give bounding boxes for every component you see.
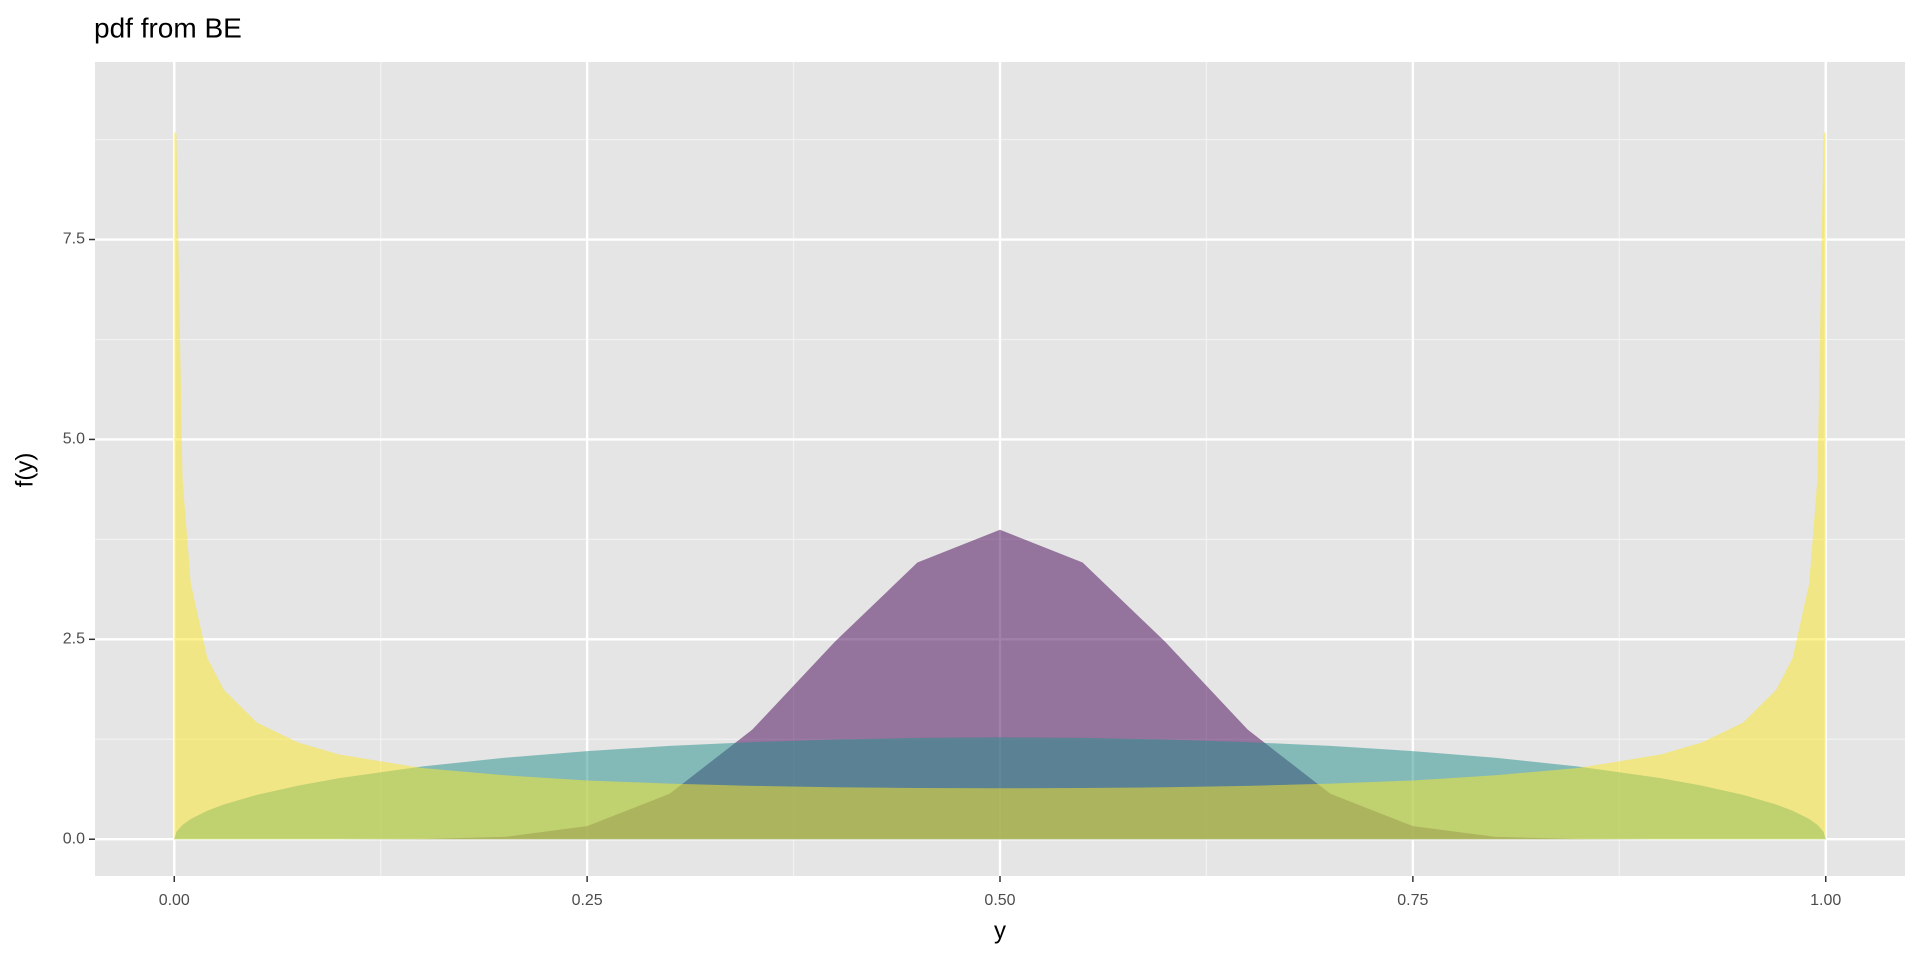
x-tick-label: 0.00 bbox=[159, 892, 190, 909]
x-axis-title: y bbox=[994, 917, 1006, 944]
y-tick-label: 5.0 bbox=[63, 431, 85, 448]
x-tick-label: 0.25 bbox=[572, 892, 603, 909]
y-tick-label: 2.5 bbox=[63, 631, 85, 648]
density-area bbox=[174, 529, 1826, 840]
x-tick-label: 0.75 bbox=[1397, 892, 1428, 909]
chart-title: pdf from BE bbox=[94, 12, 242, 43]
y-tick-label: 7.5 bbox=[63, 231, 85, 248]
y-axis-title: f(y) bbox=[11, 453, 38, 488]
y-tick-label: 0.0 bbox=[63, 830, 85, 847]
x-tick-label: 1.00 bbox=[1810, 892, 1841, 909]
density-area bbox=[174, 132, 1826, 840]
x-tick-label: 0.50 bbox=[984, 892, 1015, 909]
